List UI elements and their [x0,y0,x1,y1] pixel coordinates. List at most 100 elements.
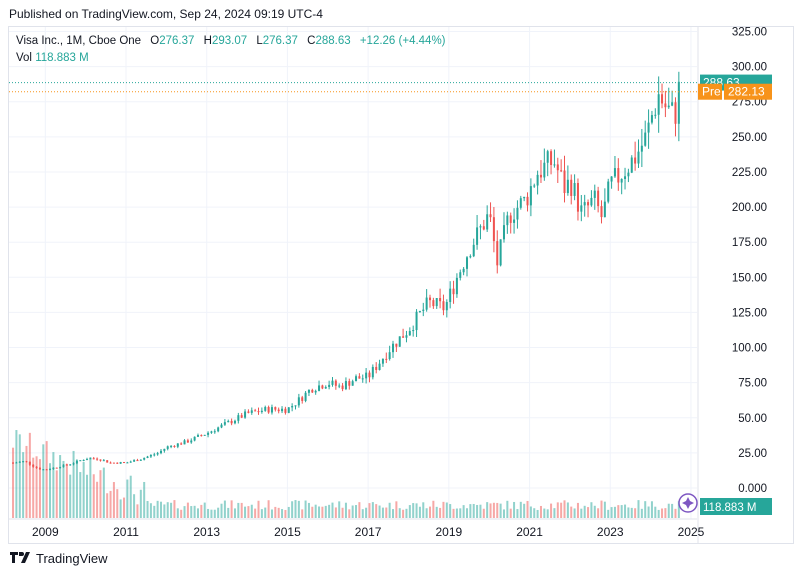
volume-bar [593,505,596,518]
candle [563,155,566,203]
candle [301,395,304,404]
volume-bar [42,444,45,518]
candle [146,455,149,459]
candle [519,195,522,210]
candle [69,464,72,466]
volume-bar [15,430,18,518]
candle-body [455,277,458,295]
volume-bar [563,500,566,518]
candle-body [207,432,210,435]
volume-bar [550,503,553,518]
volume-bar [452,508,455,518]
candle [213,429,216,434]
volume-bar [190,506,193,518]
close-label: C [307,35,316,47]
volume-bar [186,502,189,518]
volume-bar [630,507,633,518]
candle [529,178,532,217]
volume-bar [89,457,92,518]
y-tick-label: 50.00 [738,413,767,425]
volume-bar [304,500,307,518]
volume-bar [344,502,347,518]
candle [156,451,159,456]
volume-bar [143,481,146,518]
x-tick-label: 2017 [355,525,382,539]
published-header: Published on TradingView.com, Sep 24, 20… [9,7,323,21]
candle-body [439,298,442,302]
candle-body [89,458,92,460]
volume-bar [644,501,647,518]
candle-body [539,174,542,178]
candle [472,238,475,258]
candle [439,288,442,309]
candle-body [479,226,482,228]
candle-body [613,168,616,177]
candle-body [42,469,45,471]
candle [469,254,472,259]
candle [637,139,640,168]
candle [318,380,321,392]
y-tick-label: 275.00 [732,97,767,109]
volume-bar [159,501,163,518]
candle [96,457,99,461]
chart-frame [8,26,794,544]
candle-body [442,301,445,311]
candle-body [15,462,18,464]
volume-bar [657,509,660,518]
candle-body [664,103,667,108]
candle-body [287,407,290,413]
volume-bar [38,459,41,518]
volume-bar [250,504,253,518]
candle-body [398,336,401,347]
candle-body [297,397,300,406]
candle-body [307,389,310,393]
volume-bar [284,509,287,518]
candle-body [119,462,122,464]
volume-bar [583,505,586,518]
y-tick-label: 250.00 [732,132,767,144]
candle [102,459,105,462]
candle-body [321,385,324,389]
candle-body [563,170,566,194]
x-tick-label: 2025 [678,525,705,539]
candle [338,383,341,389]
candle [217,426,220,433]
volume-bar [650,501,653,518]
candle [291,403,294,412]
candle-body [18,461,21,463]
candle [304,391,307,403]
candle [79,460,82,462]
volume-bar [600,500,603,518]
volume-bar [324,505,327,518]
volume-bar [223,500,226,518]
candle-body [166,446,169,449]
candle [583,194,586,217]
tradingview-footer[interactable]: TradingView [10,551,108,566]
candle [560,159,563,173]
candle-body [136,460,139,462]
volume-bar [213,509,216,518]
candle [550,149,553,175]
candle-body [92,458,95,460]
volume-bar [217,507,220,518]
volume-bar [176,508,179,518]
y-tick-label: 175.00 [732,237,767,249]
volume-bar [610,507,613,518]
candle [418,310,421,313]
volume-bar [465,508,469,518]
volume-bar [647,506,650,518]
volume-bar [664,508,667,518]
volume-bar [264,507,267,518]
candle-body [536,174,539,186]
volume-bar [109,490,112,518]
candle [509,212,512,234]
volume-bar [617,505,620,518]
volume-bar [539,505,542,518]
candle-body [180,443,183,445]
volume-bar [355,505,358,518]
volume-bar [133,494,136,518]
candle [627,168,630,183]
volume-bar [139,489,142,518]
candle [580,194,583,222]
